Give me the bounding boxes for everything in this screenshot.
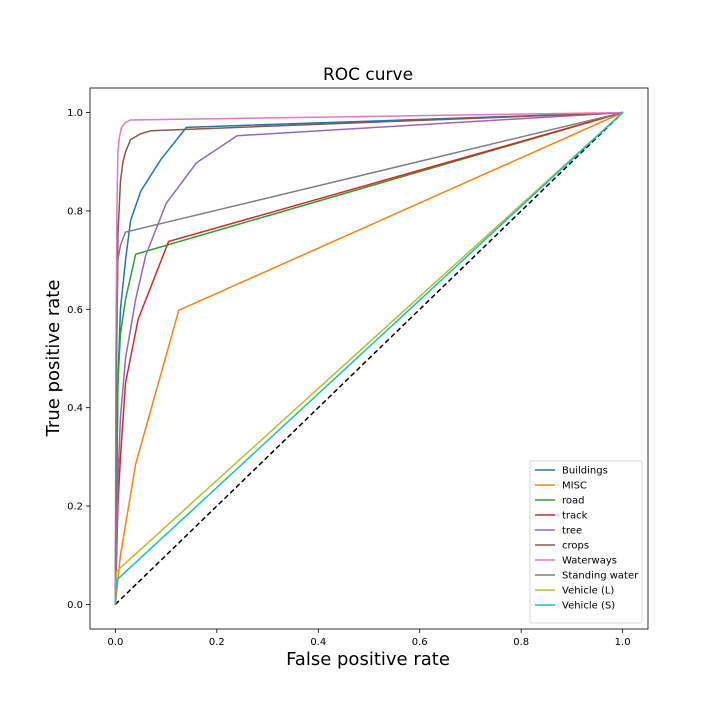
x-axis-label: False positive rate xyxy=(286,649,450,670)
x-tick-label: 1.0 xyxy=(615,637,631,648)
legend-label-waterways: Waterways xyxy=(562,556,617,567)
series-line-misc xyxy=(114,111,624,606)
chart-title: ROC curve xyxy=(323,65,413,85)
y-axis-label: True positive rate xyxy=(43,280,64,438)
y-tick-label: 1.0 xyxy=(67,108,83,119)
legend-box xyxy=(529,460,643,624)
series-line-waterways xyxy=(114,111,624,606)
x-tick-label: 0.4 xyxy=(310,637,326,648)
y-tick-label: 0.0 xyxy=(67,600,83,611)
x-tick-label: 0.2 xyxy=(209,637,225,648)
legend-label-crops: crops xyxy=(562,541,589,552)
legend-label-vehicle-l: Vehicle (L) xyxy=(562,586,614,597)
y-tick-label: 0.2 xyxy=(67,502,83,513)
y-tick-label: 0.4 xyxy=(67,403,83,414)
legend-label-road: road xyxy=(562,496,585,507)
legend-label-misc: MISC xyxy=(562,481,587,492)
legend-label-tree: tree xyxy=(562,526,582,537)
x-tick-label: 0.6 xyxy=(412,637,428,648)
y-tick-label: 0.8 xyxy=(67,206,83,217)
legend-label-buildings: Buildings xyxy=(562,466,608,477)
diagonal-reference-line xyxy=(114,112,624,605)
legend-label-track: track xyxy=(562,511,588,522)
series-line-road xyxy=(114,111,624,606)
y-tick-label: 0.6 xyxy=(67,305,83,316)
legend-label-vehicle-s: Vehicle (S) xyxy=(562,601,615,612)
plot-area: 0.0 0.2 0.4 0.6 0.8 1.0 0.0 0.2 0.4 0.6 0.8 1.0 Buil… xyxy=(67,87,649,648)
series-line-tree xyxy=(114,111,624,606)
series-line-vehicle-s xyxy=(114,111,624,606)
plot-frame xyxy=(89,87,649,630)
legend: Buildings MISC road track tree crops Waterways… xyxy=(529,460,643,624)
legend-label-standing-water: Standing water xyxy=(562,571,639,582)
series-line-standing-water xyxy=(114,111,624,606)
x-tick-label: 0.0 xyxy=(107,637,123,648)
x-tick-label: 0.8 xyxy=(513,637,529,648)
